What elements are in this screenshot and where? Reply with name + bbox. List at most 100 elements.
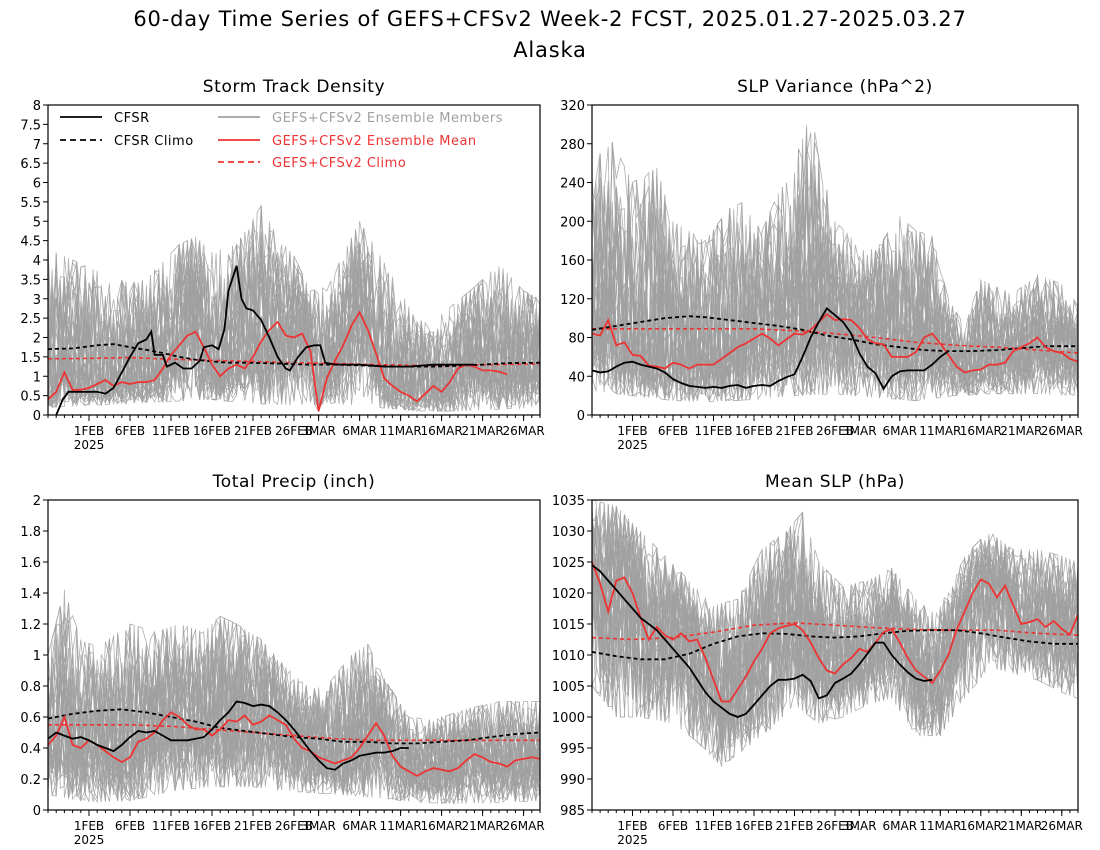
x-tick-label: 26FEB bbox=[816, 424, 854, 438]
x-tick-label: 11FEB bbox=[152, 819, 190, 833]
y-tick-label: 0 bbox=[577, 409, 585, 424]
ensemble-mean-line bbox=[592, 561, 1078, 703]
panel-title: Mean SLP (hPa) bbox=[765, 472, 905, 492]
y-tick-label: 1.5 bbox=[20, 351, 41, 366]
y-tick-label: 0 bbox=[33, 804, 41, 819]
x-tick-label: 3MAR bbox=[842, 819, 877, 833]
x-tick-label: 11FEB bbox=[152, 424, 190, 438]
ensemble-member-line bbox=[48, 621, 540, 796]
x-tick-label: 16MAR bbox=[960, 819, 1002, 833]
gefs-climo-line bbox=[592, 621, 1078, 641]
y-tick-label: 3 bbox=[33, 293, 41, 308]
legend-members-label: GEFS+CFSv2 Ensemble Members bbox=[272, 111, 503, 126]
x-tick-label: 11MAR bbox=[919, 819, 961, 833]
x-tick-label: 16MAR bbox=[960, 424, 1002, 438]
gefs-climo-line bbox=[592, 328, 1078, 354]
ensemble-member-line bbox=[48, 234, 540, 410]
x-tick-label: 16FEB bbox=[735, 819, 773, 833]
y-tick-label: 0.5 bbox=[20, 390, 41, 405]
y-tick-label: 200 bbox=[560, 215, 585, 230]
y-tick-label: 280 bbox=[560, 138, 585, 153]
ensemble-member-line bbox=[48, 629, 540, 798]
y-tick-label: 3.5 bbox=[20, 273, 41, 288]
cfsr-line bbox=[592, 564, 933, 718]
y-tick-label: 80 bbox=[568, 332, 585, 347]
x-tick-label: 6MAR bbox=[342, 819, 377, 833]
y-tick-label: 1005 bbox=[552, 680, 585, 695]
ensemble-member-line bbox=[48, 237, 540, 412]
ensemble-member-line bbox=[48, 619, 540, 804]
y-tick-label: 5.5 bbox=[20, 196, 41, 211]
x-tick-label: 11MAR bbox=[380, 819, 422, 833]
ensemble-member-line bbox=[592, 512, 1078, 746]
x-tick-label: 3MAR bbox=[842, 424, 877, 438]
cfsr-climo-line bbox=[48, 708, 540, 745]
x-tick-label: 26FEB bbox=[275, 424, 313, 438]
x-tick-label: 1FEB bbox=[617, 819, 647, 833]
y-tick-label: 320 bbox=[560, 99, 585, 114]
x-tick-label: 6MAR bbox=[342, 424, 377, 438]
y-tick-label: 0.4 bbox=[20, 742, 41, 757]
ensemble-member-line bbox=[48, 218, 540, 412]
ensemble-member-line bbox=[592, 501, 1078, 747]
chart-panel-4: Mean SLP (hPa) 985 990 995 1000 1005 1010 1015 1… bbox=[552, 472, 1083, 847]
gefs-climo-line bbox=[48, 724, 540, 742]
x-tick-label: 21FEB bbox=[776, 819, 814, 833]
legend-gefs-climo-label: GEFS+CFSv2 Climo bbox=[272, 156, 406, 171]
x-year-label: 2025 bbox=[617, 833, 648, 847]
x-tick-label: 21FEB bbox=[234, 424, 272, 438]
x-tick-label: 3MAR bbox=[301, 819, 336, 833]
y-tick-label: 0.6 bbox=[20, 711, 41, 726]
legend-ens-mean-label: GEFS+CFSv2 Ensemble Mean bbox=[272, 134, 477, 149]
x-tick-label: 1FEB bbox=[617, 424, 647, 438]
x-tick-label: 21FEB bbox=[776, 424, 814, 438]
y-tick-label: 1020 bbox=[552, 587, 585, 602]
x-year-label: 2025 bbox=[74, 833, 105, 847]
panel-title: Total Precip (inch) bbox=[212, 472, 376, 492]
x-tick-label: 3MAR bbox=[301, 424, 336, 438]
x-tick-label: 16MAR bbox=[421, 424, 463, 438]
ensemble-member-line bbox=[592, 505, 1078, 739]
x-tick-label: 1FEB bbox=[74, 819, 104, 833]
y-tick-label: 1.6 bbox=[20, 556, 41, 571]
chart-panel-1: Storm Track Density 0 0.5 1 1.5 2 2.5 3 3.5 4 4.5 5… bbox=[20, 77, 544, 452]
y-tick-label: 985 bbox=[560, 804, 585, 819]
figure-title: 60-day Time Series of GEFS+CFSv2 Week-2 … bbox=[133, 7, 966, 31]
y-tick-label: 160 bbox=[560, 254, 585, 269]
x-tick-label: 6FEB bbox=[115, 819, 145, 833]
y-tick-label: 6.5 bbox=[20, 157, 41, 172]
ensemble-member-line bbox=[592, 196, 1078, 397]
x-tick-label: 6MAR bbox=[883, 424, 918, 438]
x-tick-label: 16FEB bbox=[193, 819, 231, 833]
cfsr-line bbox=[55, 265, 475, 415]
cfsr-climo-line bbox=[592, 315, 1078, 352]
y-tick-label: 995 bbox=[560, 742, 585, 757]
y-tick-label: 0.8 bbox=[20, 680, 41, 695]
x-tick-label: 21MAR bbox=[462, 424, 504, 438]
y-tick-label: 1000 bbox=[552, 711, 585, 726]
y-tick-label: 0.2 bbox=[20, 773, 41, 788]
ensemble-mean-line bbox=[48, 310, 508, 412]
x-tick-label: 26MAR bbox=[503, 819, 545, 833]
y-tick-label: 4.5 bbox=[20, 235, 41, 250]
ensemble-member-line bbox=[592, 153, 1078, 401]
ensemble-member-line bbox=[48, 627, 540, 804]
x-tick-label: 26MAR bbox=[1041, 819, 1083, 833]
x-tick-label: 16FEB bbox=[193, 424, 231, 438]
y-tick-label: 1 bbox=[33, 649, 41, 664]
ensemble-members bbox=[48, 589, 540, 806]
x-tick-label: 1FEB bbox=[74, 424, 104, 438]
y-tick-label: 1.4 bbox=[20, 587, 41, 602]
ensemble-mean-line bbox=[48, 711, 540, 777]
x-year-label: 2025 bbox=[74, 438, 105, 452]
ensemble-member-line bbox=[592, 142, 1078, 402]
x-tick-label: 11MAR bbox=[919, 424, 961, 438]
cfsr-climo-line bbox=[48, 343, 540, 368]
ensemble-members bbox=[592, 124, 1078, 403]
ensemble-member-line bbox=[592, 503, 1078, 758]
x-tick-label: 6FEB bbox=[658, 424, 688, 438]
ensemble-members bbox=[48, 204, 540, 413]
ensemble-member-line bbox=[48, 637, 540, 801]
ensemble-member-line bbox=[592, 183, 1078, 396]
